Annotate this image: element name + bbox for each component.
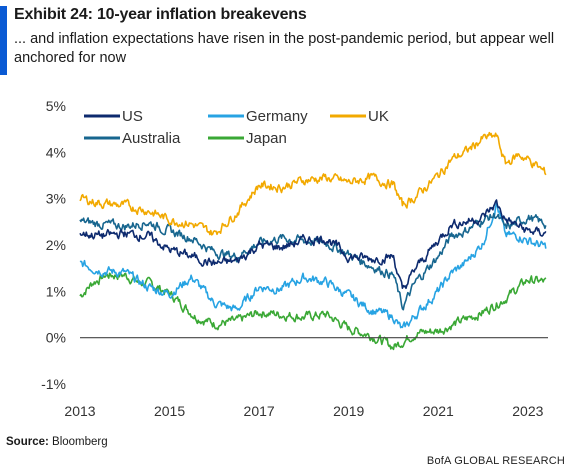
x-tick-label: 2021 [423,403,454,419]
chart-subtitle: ... and inflation expectations have rise… [14,31,555,66]
series-line-japan [79,272,547,351]
y-tick-label: -1% [41,376,66,392]
x-tick-label: 2023 [512,403,543,419]
chart-title: Exhibit 24: 10-year inflation breakevens [14,6,307,23]
series-line-germany [79,202,547,329]
x-tick-label: 2017 [244,403,275,419]
legend-label-germany: Germany [246,108,308,125]
legend-label-uk: UK [368,108,389,125]
source-note: Source: Bloomberg [6,436,108,448]
legend-label-australia: Australia [122,130,181,147]
series-line-uk [79,131,547,236]
y-tick-label: 5% [46,98,66,114]
y-tick-label: 3% [46,191,66,207]
y-tick-label: 4% [46,144,66,160]
y-tick-label: 0% [46,330,66,346]
brand-footer: BofA GLOBAL RESEARCH [426,455,565,467]
legend-label-japan: Japan [246,130,287,147]
line-chart: -1% 0% 1% 2% 3% 4% 5% 2013 2015 2017 2019 2021 2023 U… [41,98,548,419]
accent-bar [0,6,7,75]
source-text: Bloomberg [52,436,108,448]
y-tick-label: 2% [46,237,66,253]
source-label: Source: [6,436,49,448]
y-tick-label: 1% [46,283,66,299]
x-tick-label: 2015 [154,403,185,419]
legend-label-us: US [122,108,143,125]
x-tick-label: 2013 [64,403,95,419]
series-line-us [79,199,547,290]
x-tick-label: 2019 [333,403,364,419]
series-line-australia [79,212,547,311]
